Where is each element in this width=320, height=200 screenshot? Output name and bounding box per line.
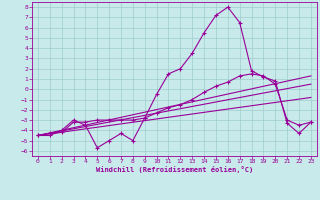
X-axis label: Windchill (Refroidissement éolien,°C): Windchill (Refroidissement éolien,°C) [96,166,253,173]
